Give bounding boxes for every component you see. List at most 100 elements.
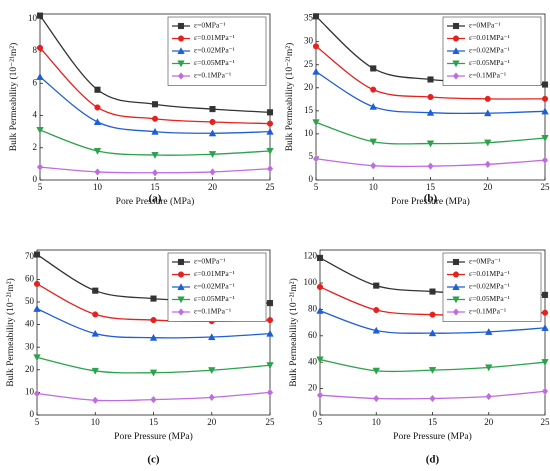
marker bbox=[33, 354, 41, 362]
x-axis-label: Pore Pressure (MPa) bbox=[391, 196, 470, 207]
legend-label: ε=0.01MPa⁻¹ bbox=[469, 33, 510, 42]
marker bbox=[452, 308, 460, 316]
legend-label: ε=0MPa⁻¹ bbox=[469, 257, 501, 266]
marker bbox=[484, 109, 492, 117]
marker bbox=[312, 119, 320, 127]
y-tick-label: 60 bbox=[25, 273, 35, 283]
legend-label: ε=0.01MPa⁻¹ bbox=[194, 269, 235, 278]
marker bbox=[369, 102, 377, 110]
panel-caption: (d) bbox=[426, 454, 440, 466]
marker bbox=[452, 296, 460, 304]
x-tick-label: 10 bbox=[372, 417, 382, 427]
marker bbox=[316, 306, 324, 314]
marker bbox=[177, 72, 185, 80]
marker bbox=[429, 394, 436, 403]
marker bbox=[427, 162, 434, 170]
x-tick-label: 15 bbox=[428, 417, 438, 427]
marker bbox=[266, 165, 274, 173]
marker bbox=[209, 168, 216, 176]
legend-label: ε=0.02MPa⁻¹ bbox=[194, 46, 235, 55]
marker bbox=[541, 134, 549, 142]
marker bbox=[312, 43, 320, 50]
marker bbox=[426, 108, 435, 116]
y-tick-label: 6 bbox=[33, 77, 38, 87]
x-tick-label: 5 bbox=[35, 417, 40, 427]
panel: 0 20 40 60 80 100 120 5 10 15 20 25 Pore Pressure (M… bbox=[288, 249, 550, 466]
y-tick-label: 40 bbox=[25, 319, 35, 329]
y-tick-label: 120 bbox=[304, 251, 318, 261]
marker bbox=[316, 356, 324, 364]
marker bbox=[266, 362, 274, 370]
x-tick-label: 10 bbox=[93, 182, 103, 192]
marker bbox=[266, 120, 274, 127]
marker bbox=[149, 369, 158, 377]
marker bbox=[33, 280, 41, 287]
marker bbox=[541, 291, 549, 298]
panel: 0 2 4 6 8 10 5 10 15 20 25 Pore Pressure (MPa) Bulk … bbox=[8, 12, 275, 207]
marker bbox=[151, 101, 159, 108]
marker bbox=[208, 129, 217, 137]
x-tick-label: 20 bbox=[207, 417, 217, 427]
marker bbox=[373, 394, 380, 403]
x-tick-label: 25 bbox=[541, 182, 550, 192]
legend-label: ε=0.1MPa⁻¹ bbox=[194, 71, 231, 80]
marker bbox=[426, 140, 435, 148]
legend-label: ε=0.05MPa⁻¹ bbox=[194, 58, 235, 67]
marker bbox=[209, 118, 216, 126]
marker bbox=[485, 328, 493, 335]
marker bbox=[208, 151, 217, 159]
y-tick-label: 5 bbox=[309, 151, 314, 161]
x-tick-label: 10 bbox=[91, 417, 101, 427]
marker bbox=[484, 160, 491, 169]
marker bbox=[370, 162, 377, 170]
legend-label: ε=0.1MPa⁻¹ bbox=[469, 307, 506, 316]
marker bbox=[452, 60, 460, 68]
marker bbox=[177, 258, 185, 266]
y-tick-label: 100 bbox=[304, 277, 318, 287]
marker bbox=[93, 147, 102, 155]
y-tick-label: 10 bbox=[304, 128, 314, 138]
marker bbox=[177, 47, 185, 55]
marker bbox=[541, 156, 549, 164]
marker bbox=[94, 86, 101, 93]
marker bbox=[177, 60, 185, 68]
marker bbox=[484, 95, 491, 102]
marker bbox=[149, 333, 158, 341]
panel-caption: (a) bbox=[149, 193, 162, 205]
panel-caption: (c) bbox=[147, 454, 160, 466]
marker bbox=[33, 389, 41, 398]
y-axis-label: Bulk Permeability (10⁻²¹m²) bbox=[288, 278, 299, 387]
marker bbox=[485, 364, 493, 372]
marker bbox=[429, 311, 436, 318]
legend-label: ε=0MPa⁻¹ bbox=[194, 257, 226, 266]
legend-label: ε=0.05MPa⁻¹ bbox=[194, 294, 235, 303]
marker bbox=[372, 326, 380, 334]
marker bbox=[541, 107, 549, 115]
legend-label: ε=0.02MPa⁻¹ bbox=[469, 46, 510, 55]
marker bbox=[177, 271, 185, 278]
legend-label: ε=0.05MPa⁻¹ bbox=[469, 294, 510, 303]
y-tick-label: 80 bbox=[308, 303, 318, 313]
marker bbox=[36, 126, 44, 134]
marker bbox=[177, 296, 185, 304]
marker bbox=[151, 115, 159, 122]
x-tick-label: 15 bbox=[149, 417, 159, 427]
x-tick-label: 20 bbox=[484, 417, 494, 427]
y-axis-label: Bulk Permeability (10⁻²¹m²) bbox=[284, 43, 295, 152]
marker bbox=[93, 118, 102, 126]
marker bbox=[369, 138, 377, 146]
x-axis-label: Pore Pressure (MPa) bbox=[116, 196, 195, 207]
y-tick-label: 60 bbox=[308, 330, 318, 340]
marker bbox=[94, 168, 101, 176]
x-tick-label: 10 bbox=[369, 182, 379, 192]
legend-label: ε=0.02MPa⁻¹ bbox=[469, 282, 510, 291]
marker bbox=[208, 393, 215, 402]
marker bbox=[452, 258, 460, 266]
legend-box bbox=[167, 16, 267, 86]
y-axis-label: Bulk Permeability (10⁻²¹m²) bbox=[8, 43, 19, 152]
marker bbox=[151, 169, 159, 177]
y-tick-label: 0 bbox=[313, 409, 318, 419]
marker bbox=[36, 44, 44, 51]
marker bbox=[94, 104, 101, 111]
marker bbox=[177, 22, 185, 30]
